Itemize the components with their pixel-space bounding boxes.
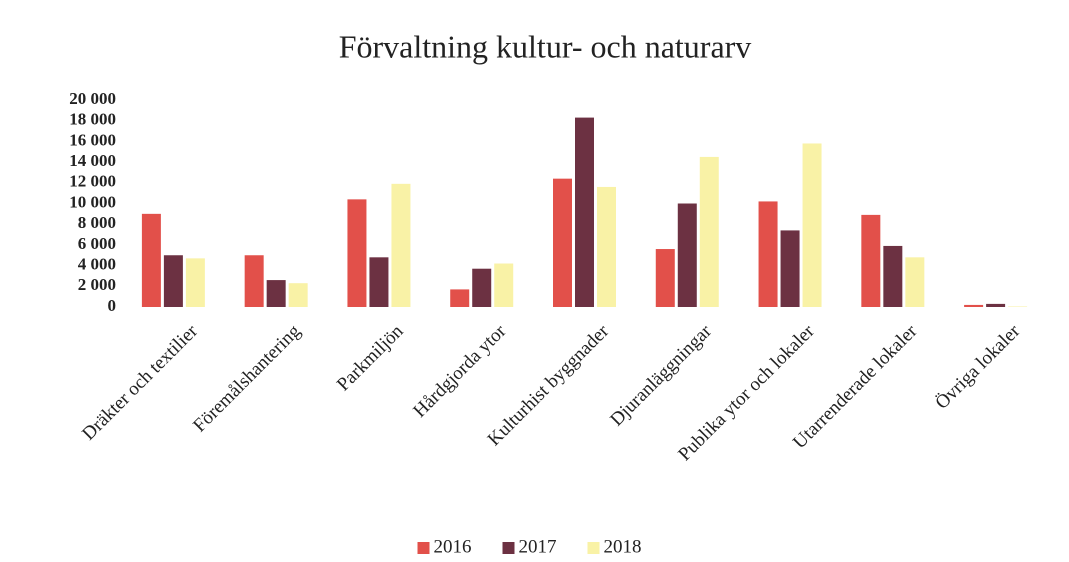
bar bbox=[391, 183, 411, 307]
legend-label: 2017 bbox=[519, 536, 557, 557]
y-tick-label: 2 000 bbox=[78, 275, 116, 294]
bar bbox=[780, 230, 800, 307]
bar bbox=[185, 258, 205, 307]
y-tick-label: 20 000 bbox=[69, 89, 116, 108]
bar bbox=[472, 268, 492, 307]
bar bbox=[553, 178, 572, 307]
y-tick-label: 18 000 bbox=[69, 110, 116, 129]
y-tick-label: 8 000 bbox=[78, 213, 116, 232]
bar bbox=[494, 263, 514, 307]
bar bbox=[369, 257, 389, 307]
x-tick-label: Föremålshantering bbox=[189, 320, 305, 436]
y-tick-label: 0 bbox=[108, 296, 117, 315]
legend-swatch bbox=[417, 542, 430, 554]
legend-swatch bbox=[502, 542, 515, 554]
bar bbox=[244, 255, 264, 307]
y-tick-label: 14 000 bbox=[69, 151, 116, 170]
bar bbox=[1008, 306, 1028, 307]
bar bbox=[905, 257, 925, 307]
x-tick-label: Parkmiljön bbox=[333, 320, 408, 395]
bar bbox=[597, 186, 616, 307]
bar bbox=[861, 214, 881, 307]
bar bbox=[964, 304, 984, 307]
bar bbox=[288, 283, 308, 307]
bar bbox=[347, 199, 367, 307]
y-tick-label: 6 000 bbox=[78, 234, 116, 253]
chart-title: Förvaltning kultur- och naturarv bbox=[339, 28, 752, 64]
y-tick-label: 10 000 bbox=[69, 192, 116, 211]
bar bbox=[699, 156, 719, 307]
bar bbox=[677, 203, 697, 307]
y-tick-label: 12 000 bbox=[69, 172, 116, 191]
bar bbox=[163, 255, 183, 307]
x-tick-label: Hårdgjorda ytor bbox=[409, 320, 511, 422]
bar bbox=[266, 280, 286, 307]
x-tick-label: Dräkter och textilier bbox=[78, 320, 202, 444]
legend-label: 2016 bbox=[434, 536, 472, 557]
bar bbox=[450, 289, 470, 307]
y-tick-label: 4 000 bbox=[78, 255, 116, 274]
bar bbox=[986, 303, 1006, 307]
bar bbox=[758, 201, 778, 307]
bar bbox=[575, 117, 594, 307]
legend-label: 2018 bbox=[604, 536, 642, 557]
bar bbox=[802, 143, 822, 307]
x-tick-label: Djuranläggningar bbox=[606, 320, 716, 430]
bar bbox=[141, 213, 161, 307]
y-tick-label: 16 000 bbox=[69, 130, 116, 149]
x-tick-label: Övriga lokaler bbox=[931, 320, 1024, 413]
bar bbox=[883, 245, 903, 307]
legend-swatch bbox=[587, 542, 600, 554]
bar bbox=[655, 249, 675, 307]
